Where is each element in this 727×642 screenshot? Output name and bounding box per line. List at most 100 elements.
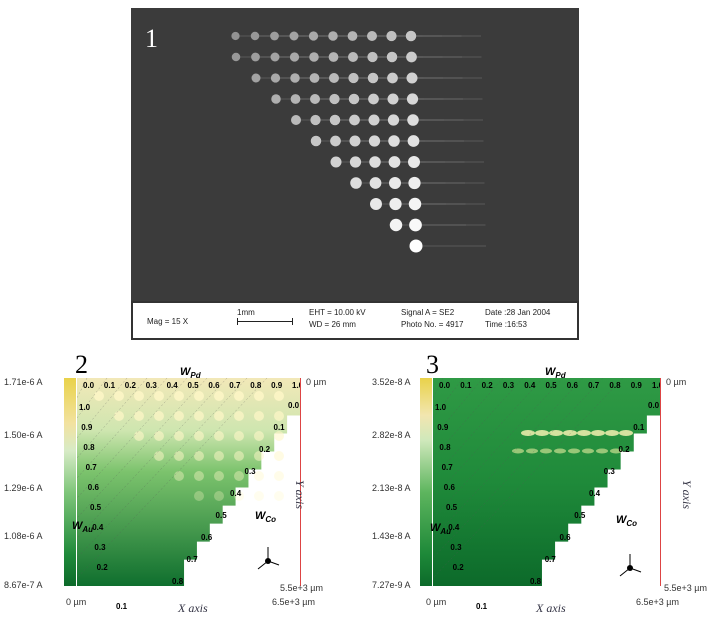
left-tick-label: 0.4 [92,523,104,532]
diag-tick-label: 0.2 [259,445,271,454]
heatmap-hotspot [610,448,622,454]
heatmap-hotspot [214,451,224,461]
scale-label: 1mm [237,308,255,317]
heatmap-grid-line [432,377,624,579]
heatmap-hotspot [194,491,204,501]
diag-tick-label: 0.7 [545,555,557,564]
sem-dot [407,135,420,147]
top-tick-label: 0.5 [188,381,200,390]
diag-tick-label: 0.8 [530,577,542,586]
sem-dot [387,72,398,84]
colorbar-2 [64,378,76,586]
heatmap-hotspot [234,491,244,501]
mag-text: Mag = 15 X [147,317,189,326]
top-tick-label: 0.6 [208,381,220,390]
x-right-2: 6.5e+3 µm [272,597,315,607]
sem-dot [368,93,379,105]
heatmap-grid-line [432,377,544,499]
w-au-label-2: WAu [72,520,94,535]
heatmap-hotspot [154,431,164,441]
sem-panel: 1 Mag = 15 X 1mm EHT = 10.00 kV WD = 26 … [131,8,579,340]
heatmap-hotspot [134,411,144,421]
top-tick-label: 1.0 [292,381,300,390]
sem-dot [231,52,241,62]
sem-dot [251,73,261,83]
sem-dot [349,114,360,126]
sem-dot-array [231,30,486,253]
sem-dot [386,30,397,42]
sem-dot [408,176,421,190]
sem-dot [388,156,401,168]
diag-tick-label: 0.5 [216,511,228,520]
sem-dot [270,73,281,83]
top-tick-label: 0.8 [250,381,262,390]
left-tick-label: 0.9 [437,423,449,432]
diag-tick-label: 0.0 [648,401,660,410]
sem-dot [270,31,279,41]
heatmap-grid-line [76,377,168,479]
sem-dot [349,156,362,168]
heatmap-hotspot [234,391,244,401]
right-border-3 [660,378,661,586]
sem-dot [389,177,401,189]
sem-dot [367,31,377,41]
diag-tick-label: 0.1 [274,423,286,432]
heatmap-hotspot [274,411,284,421]
heatmap-hotspot [214,491,224,501]
left-tick-label: 0.2 [97,563,109,572]
sem-dot [251,52,260,62]
heatmap-hotspot [134,391,144,401]
sem-dot [406,51,417,63]
sem-dot [271,94,281,104]
heatmap-grid-line [432,377,604,559]
x-axis-label-2: X axis [178,601,208,615]
heatmap-hotspot [194,431,204,441]
cbar-max-3: 3.52e-8 A [372,377,411,387]
heatmap-hotspot [549,430,563,436]
heatmap-hotspot [254,411,264,421]
x-axis-label-3: X axis [536,601,566,615]
cbar-min-3: 7.27e-9 A [372,580,411,590]
diag-tick-label: 0.6 [201,533,213,542]
heatmap-hotspot [596,448,608,454]
heatmap-hotspot [274,471,284,481]
scale-bar [237,321,293,322]
y-bottom-2: 5.5e+3 µm [280,583,323,593]
sem-dot [405,30,417,42]
sem-dot [309,73,320,83]
heatmap-hotspot [526,448,538,454]
top-tick-label: 0.2 [125,381,137,390]
cbar-max-2: 1.71e-6 A [4,377,43,387]
heatmap-hotspot [154,411,164,421]
x-extra-tick-3: 0.1 [476,602,488,611]
heatmap-hotspot [540,448,552,454]
y-bottom-3: 5.5e+3 µm [664,583,707,593]
top-tick-label: 0.9 [631,381,643,390]
top-tick-label: 0.9 [271,381,283,390]
heatmap-grid-line [76,377,188,499]
diag-tick-label: 0.5 [574,511,586,520]
top-tick-label: 0.0 [83,381,95,390]
top-tick-label: 0.7 [588,381,600,390]
heatmap-grid-line [76,377,108,419]
heatmap-grid-line [76,377,248,559]
heatmap-grid-line [432,377,504,459]
heatmap-hotspot [563,430,577,436]
heatmap-hotspot [254,391,264,401]
x-extra-tick-2: 0.1 [116,602,128,611]
top-tick-label: 0.8 [609,381,621,390]
scale-bar-tick-right [292,318,293,325]
heatmap-hotspot [274,451,284,461]
w-pd-label-2: WPd [180,366,201,381]
right-border-2 [300,378,301,586]
heatmap-grid-line [76,377,148,459]
y-top-3: 0 µm [666,377,687,387]
heatmap-hotspot [174,431,184,441]
sem-dot [289,52,300,62]
heatmap-hotspot [154,391,164,401]
diag-tick-label: 0.6 [559,533,571,542]
sem-dot [388,135,400,147]
heatmap-grid-line [432,377,524,479]
heatmap-hotspot [114,391,124,401]
x-left-3: 0 µm [426,597,447,607]
